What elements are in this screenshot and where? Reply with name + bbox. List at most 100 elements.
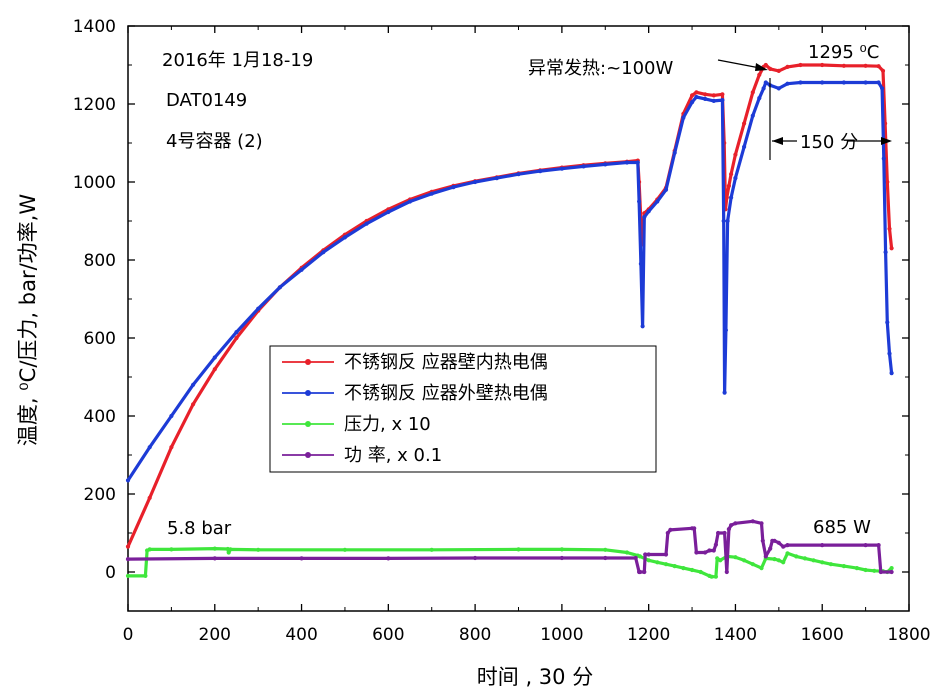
data-point [776,558,781,563]
data-point [876,64,881,69]
data-point [802,556,808,561]
data-point [820,62,825,68]
data-point [429,191,434,196]
data-point [147,445,152,450]
data-point [633,555,638,561]
data-point [785,543,790,548]
data-point [429,547,434,552]
data-point [637,199,642,204]
data-point [729,195,734,200]
data-point [798,80,803,85]
data-point [559,547,565,552]
data-point [603,555,608,561]
data-point [721,218,726,224]
data-point [473,179,478,185]
data-point [538,169,543,174]
data-point [768,546,773,551]
data-point [226,550,231,555]
data-point [880,86,885,91]
data-point [711,93,716,98]
data-point [638,261,644,266]
x-tick-label: 400 [285,625,317,645]
x-tick-label: 1000 [540,625,583,645]
data-point [681,566,686,571]
data-point [516,547,521,552]
x-tick-label: 0 [123,625,134,645]
data-point [709,574,714,579]
data-point [883,250,888,255]
data-point [407,199,413,204]
data-point [228,547,233,552]
data-point [889,569,894,575]
data-point [494,176,499,181]
data-point [750,90,755,95]
x-tick-label: 1600 [801,625,844,645]
data-point [841,63,847,68]
data-point [212,546,217,551]
data-point [841,564,847,569]
data-point [759,566,764,571]
data-point [854,566,860,571]
data-point [256,306,261,311]
data-point [711,548,716,553]
x-tick-label: 800 [459,625,491,645]
data-point [147,495,152,500]
data-point [212,556,217,561]
data-point [885,179,890,185]
data-point [863,567,868,573]
data-point [724,569,729,575]
data-point [725,218,730,224]
data-point [785,81,790,86]
data-point [798,62,803,68]
data-point [880,68,886,73]
data-point [811,558,816,563]
data-point [147,547,152,552]
data-point [750,562,755,567]
anomaly-arrow-line [717,59,761,69]
data-point [863,80,868,85]
data-point [125,544,131,549]
data-point [169,547,174,552]
data-point [663,552,669,557]
data-point [694,94,699,100]
data-point [234,330,239,335]
data-point [716,530,721,536]
data-point [364,221,369,226]
data-point [642,569,647,575]
data-point [640,324,645,329]
data-point [559,166,565,171]
data-point [772,538,777,543]
duration-annotation: 150 分 [800,132,858,153]
data-point [581,164,586,169]
data-point [715,556,720,561]
data-point [757,96,762,101]
series-2 [125,546,894,579]
y-axis-title: 温度, ⁰C/压力, bar/功率,W [16,194,40,446]
data-point [887,226,892,231]
y-tick-label: 1400 [73,17,116,37]
anomaly-annotation: 异常发热:~100W [528,58,674,79]
series-1 [125,80,894,483]
data-point [635,160,640,165]
data-point [889,371,894,376]
data-point [763,554,768,559]
series-3 [125,519,894,575]
legend-swatch-marker [305,452,311,458]
x-tick-label: 1400 [714,625,757,645]
data-point [876,543,881,548]
annotation-arrows [717,59,892,160]
data-point [703,550,708,555]
data-point [143,573,148,579]
data-point [212,367,217,372]
x-tick-label: 1800 [887,625,930,645]
data-point [707,548,712,553]
legend-swatch-marker [305,390,311,396]
data-point [451,185,456,190]
x-tick-label: 1200 [627,625,670,645]
data-point [234,335,239,341]
x-tick-label: 200 [199,625,231,645]
y-tick-label: 1200 [73,95,116,115]
data-point [212,355,217,360]
data-point [342,235,347,240]
data-point [820,543,825,548]
